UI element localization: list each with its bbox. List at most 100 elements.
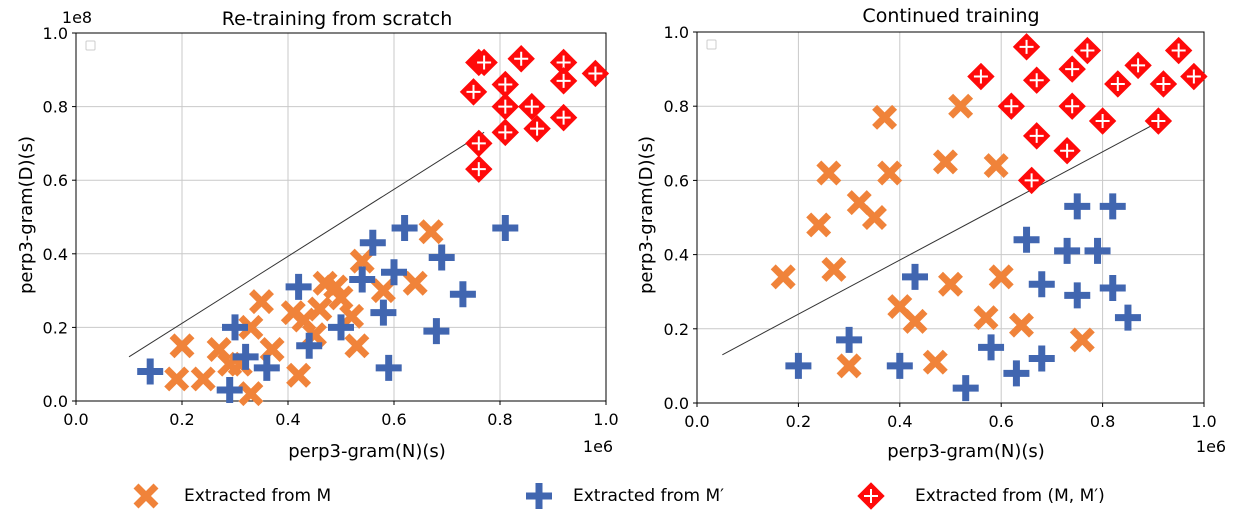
y-tick-label: 0.8: [664, 97, 689, 116]
y-tick-label: 1.0: [43, 24, 68, 43]
data-point-x-cross: [938, 271, 963, 297]
data-point-plus: [1003, 360, 1030, 387]
data-point-x-cross: [816, 160, 842, 186]
x-tick-label: 0.0: [684, 412, 709, 431]
data-point-plus: [375, 354, 402, 381]
data-point-plus: [232, 343, 259, 370]
data-point-plus: [902, 263, 929, 290]
grid: [693, 31, 1205, 407]
data-point-x-cross: [806, 212, 832, 238]
data-point-x-cross: [948, 93, 974, 119]
data-point-plus-in-diamond: [1164, 36, 1193, 65]
x-tick-label: 0.4: [275, 410, 300, 429]
data-point-plus: [952, 375, 979, 402]
y-tick-label: 0.8: [43, 98, 68, 117]
data-point-x-cross: [902, 308, 928, 334]
data-point-x-cross: [238, 381, 264, 407]
axes-frame: [696, 31, 1205, 404]
data-point-x-cross: [370, 278, 396, 304]
x-axis-label: perp3-gram(N)(s): [288, 441, 446, 462]
chart-title: Continued training: [862, 5, 1039, 27]
data-point-x-cross: [988, 264, 1014, 290]
legend-label: Extracted from M: [184, 486, 332, 506]
data-point-x-cross: [983, 153, 1009, 179]
data-point-plus-in-diamond: [1088, 107, 1117, 135]
x-tick-label: 0.8: [487, 410, 512, 429]
data-point-plus: [1054, 237, 1081, 264]
data-point-plus-in-diamond: [1022, 66, 1051, 94]
data-point-plus-in-diamond: [1124, 51, 1152, 80]
x-tick-label: 0.8: [1090, 412, 1115, 431]
data-point-plus: [381, 259, 407, 286]
y-tick-label: 0.6: [43, 171, 68, 190]
data-point-plus-in-diamond: [549, 67, 578, 95]
tick-labels: 0.0 0.2 0.4 0.6 0.8 1.0 0.0 0.2 0.4 0.6 0.8 1.0: [664, 23, 1217, 431]
data-point-x-cross: [402, 270, 428, 296]
data-point-x-cross: [328, 285, 354, 311]
data-point-plus: [886, 352, 913, 379]
x-tick-label: 0.2: [786, 412, 811, 431]
y-tick-label: 0.0: [43, 392, 68, 411]
data-point-plus-in-diamond: [507, 45, 535, 73]
data-point-plus-in-diamond: [1058, 55, 1086, 83]
data-point-plus: [1028, 345, 1055, 372]
data-point-plus-in-diamond: [997, 92, 1026, 120]
data-point-x-cross: [861, 205, 887, 230]
data-point-x-cross: [1009, 312, 1034, 338]
reference-line: [722, 124, 1154, 356]
y-offset-text: 1e8: [62, 8, 92, 27]
data-point-plus-in-diamond: [491, 118, 520, 147]
axes-frame: [75, 32, 607, 402]
data-point-plus: [978, 334, 1005, 361]
plot-area: [722, 33, 1208, 402]
data-point-x-cross: [238, 314, 264, 340]
x-tick-label: 0.2: [169, 410, 194, 429]
x-tick-label: 0.6: [381, 410, 406, 429]
plus-in-diamond-marker-icon: [857, 482, 885, 510]
data-point-x-cross: [770, 264, 796, 290]
data-point-plus-in-diamond: [491, 92, 520, 121]
data-point-plus: [423, 318, 450, 345]
x-offset-text: 1e6: [1196, 437, 1226, 456]
chart-continued-training: Continued training 1e6 perp3-gram(N)(s) …: [636, 5, 1226, 462]
legend-item-m: Extracted from M: [130, 478, 331, 514]
data-point-x-cross: [349, 248, 375, 274]
data-point-plus: [1099, 274, 1126, 301]
data-point-plus-in-diamond: [1144, 107, 1173, 135]
data-point-x-cross: [339, 303, 365, 329]
x-cross-marker-icon: [133, 483, 159, 509]
data-point-x-cross: [836, 353, 862, 379]
data-point-plus: [216, 376, 243, 403]
data-point-x-cross: [418, 219, 444, 245]
legend-label: Extracted from (M, M′): [915, 486, 1105, 506]
data-point-plus-in-diamond: [1073, 36, 1102, 65]
x-tick-label: 0.4: [887, 412, 912, 431]
data-point-plus-in-diamond: [1017, 166, 1046, 195]
empty-legend-box: [85, 40, 96, 51]
data-point-x-cross: [932, 149, 958, 175]
data-point-plus: [285, 273, 312, 300]
data-point-plus: [1084, 237, 1111, 264]
data-point-plus-in-diamond: [549, 103, 578, 132]
data-point-plus-in-diamond: [465, 129, 493, 158]
data-point-plus: [391, 215, 418, 242]
data-point-plus: [836, 326, 863, 353]
data-point-x-cross: [872, 104, 898, 130]
grid: [72, 32, 607, 405]
data-point-plus-in-diamond: [1022, 122, 1051, 150]
y-tick-label: 0.4: [43, 245, 68, 264]
data-point-x-cross: [821, 256, 847, 282]
x-axis-label: perp3-gram(N)(s): [887, 441, 1045, 462]
reference-line: [128, 131, 485, 358]
y-axis-label: perp3-gram(D)(s): [636, 136, 657, 294]
data-point-plus-in-diamond: [1104, 70, 1132, 98]
data-point-plus: [1114, 304, 1141, 331]
data-point-plus: [370, 299, 397, 326]
data-point-plus-in-diamond: [470, 48, 498, 77]
legend-marker-plus-in-diamond: [857, 482, 885, 510]
data-point-plus-in-diamond: [459, 78, 488, 106]
data-point-plus: [359, 229, 386, 256]
legend-item-m-and-m-prime: Extracted from (M, M′): [855, 478, 1105, 514]
chart-retraining-from-scratch: Re-training from scratch 1e8 1e6 perp3-g…: [16, 8, 619, 462]
data-point-x-cross: [877, 160, 903, 186]
